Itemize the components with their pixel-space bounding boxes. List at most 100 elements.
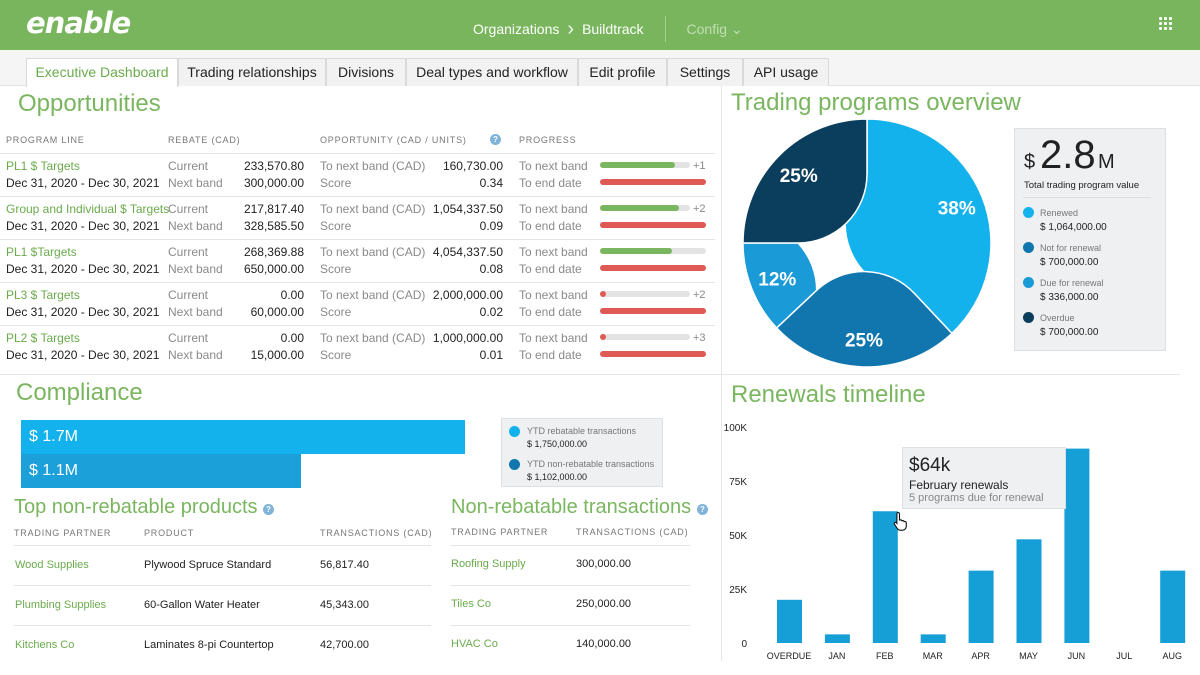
- next-band-label: Next band: [168, 219, 223, 233]
- legend-dot: [1023, 312, 1034, 323]
- row-divider: [0, 282, 715, 283]
- more-bands-count[interactable]: +1: [693, 160, 706, 172]
- tooltip-amount: $64k: [909, 455, 951, 476]
- col-transactions: TRANSACTIONS (CAD): [320, 528, 433, 538]
- total-value: 2.8: [1040, 133, 1096, 177]
- trading-partner-link[interactable]: Tiles Co: [451, 598, 491, 610]
- total-label: Total trading program value: [1024, 180, 1140, 191]
- program-dates: Dec 31, 2020 - Dec 30, 2021: [6, 176, 160, 190]
- legend-name: Overdue: [1040, 313, 1075, 323]
- legend-value: $ 1,064,000.00: [1040, 222, 1107, 233]
- progress-bar-end-date: [600, 265, 706, 271]
- panel-divider-vertical: [721, 86, 722, 661]
- current-rebate: 0.00: [280, 288, 304, 302]
- enable-logo[interactable]: enable: [26, 6, 131, 40]
- progress-next-label: To next band: [519, 288, 588, 302]
- progress-end-label: To end date: [519, 305, 582, 319]
- score-value: 0.09: [479, 219, 503, 233]
- help-icon[interactable]: ?: [490, 134, 501, 145]
- program-line-link[interactable]: PL2 $ Targets: [6, 331, 80, 345]
- legend-dot-nonrebatable: [509, 459, 520, 470]
- x-tick-label: JUL: [1116, 651, 1132, 661]
- tab-executive-dashboard[interactable]: Executive Dashboard: [26, 58, 178, 87]
- renewals-bar-chart: 0 25K 50K 75K 100K OVERDUE JAN FEB MAR APR MAY JUN J…: [724, 423, 1186, 661]
- product-name: Laminates 8-pi Countertop: [144, 639, 274, 651]
- tab-deal-types-workflow[interactable]: Deal types and workflow: [406, 58, 578, 86]
- progress-fill: [600, 291, 607, 297]
- progress-bar-end-date: [600, 222, 706, 228]
- progress-bar-next-band: [600, 291, 690, 297]
- help-icon[interactable]: ?: [263, 504, 274, 515]
- program-line-link[interactable]: PL3 $ Targets: [6, 288, 80, 302]
- total-suffix: M: [1098, 151, 1115, 173]
- legend-value-nonrebatable: $ 1,102,000.00: [527, 472, 588, 482]
- x-tick-label: APR: [971, 651, 990, 661]
- transaction-amount: 250,000.00: [576, 598, 632, 610]
- to-next-band-value: 1,054,337.50: [432, 202, 503, 216]
- tab-settings[interactable]: Settings: [667, 58, 743, 86]
- progress-fill: [600, 308, 706, 314]
- trading-partner-link[interactable]: HVAC Co: [451, 638, 498, 650]
- transaction-amount: 45,343.00: [320, 599, 369, 611]
- col-program-line: PROGRAM LINE: [6, 135, 85, 145]
- legend-value: $ 700,000.00: [1040, 327, 1099, 338]
- trading-partner-link[interactable]: Kitchens Co: [15, 639, 75, 651]
- breadcrumb-buildtrack[interactable]: Buildtrack: [582, 21, 644, 37]
- more-bands-count[interactable]: +2: [693, 289, 706, 301]
- row-divider: [0, 239, 715, 240]
- col-transactions: TRANSACTIONS (CAD): [576, 527, 689, 537]
- next-band-label: Next band: [168, 262, 223, 276]
- apps-grid-icon[interactable]: [1159, 17, 1172, 30]
- help-icon[interactable]: ?: [697, 504, 708, 515]
- trading-donut-chart: 38% 25% 12% 25%: [742, 118, 992, 368]
- current-rebate: 217,817.40: [243, 202, 304, 216]
- progress-fill: [600, 248, 673, 254]
- progress-fill: [600, 334, 607, 340]
- y-tick-label: 100K: [724, 423, 748, 434]
- tab-trading-relationships[interactable]: Trading relationships: [178, 58, 326, 86]
- program-line-link[interactable]: Group and Individual $ Targets: [6, 202, 170, 216]
- x-tick-label: OVERDUE: [767, 651, 812, 661]
- bar-mar: [920, 634, 946, 643]
- trading-partner-link[interactable]: Wood Supplies: [15, 559, 89, 571]
- x-tick-label: AUG: [1162, 651, 1182, 661]
- progress-fill: [600, 179, 706, 185]
- more-bands-count[interactable]: +3: [693, 332, 706, 344]
- breadcrumb: Organizations › Buildtrack Config ⌄: [473, 16, 743, 42]
- progress-fill: [600, 265, 706, 271]
- bar-feb: [872, 511, 898, 643]
- legend-dot: [1023, 207, 1034, 218]
- y-tick-label: 75K: [729, 477, 747, 488]
- more-bands-count[interactable]: +2: [693, 203, 706, 215]
- row-divider: [14, 585, 431, 586]
- config-dropdown[interactable]: Config ⌄: [686, 20, 743, 37]
- bar-may: [1016, 539, 1042, 643]
- program-dates: Dec 31, 2020 - Dec 30, 2021: [6, 305, 160, 319]
- trading-partner-link[interactable]: Roofing Supply: [451, 558, 526, 570]
- top-products-title: Top non-rebatable products: [14, 496, 258, 518]
- nonrebatable-tx-title: Non-rebatable transactions: [451, 496, 692, 518]
- breadcrumb-organizations[interactable]: Organizations: [473, 21, 560, 37]
- to-next-band-label: To next band (CAD): [320, 159, 426, 173]
- legend-dot: [1023, 242, 1034, 253]
- legend-name: Not for renewal: [1040, 243, 1102, 253]
- current-label: Current: [168, 288, 209, 302]
- row-divider: [451, 625, 690, 626]
- trading-partner-link[interactable]: Plumbing Supplies: [15, 599, 107, 611]
- to-next-band-label: To next band (CAD): [320, 331, 426, 345]
- next-band-label: Next band: [168, 176, 223, 190]
- row-divider: [0, 196, 715, 197]
- compliance-title: Compliance: [16, 379, 143, 406]
- tooltip-subtitle: 5 programs due for renewal: [909, 492, 1044, 504]
- tab-edit-profile[interactable]: Edit profile: [578, 58, 667, 86]
- row-divider: [451, 585, 690, 586]
- program-dates: Dec 31, 2020 - Dec 30, 2021: [6, 348, 160, 362]
- program-line-link[interactable]: PL1 $ Targets: [6, 159, 80, 173]
- tab-api-usage[interactable]: API usage: [743, 58, 829, 86]
- tab-divisions[interactable]: Divisions: [326, 58, 406, 86]
- program-line-link[interactable]: PL1 $Targets: [6, 245, 77, 259]
- progress-fill: [600, 222, 706, 228]
- panel-divider-horizontal: [0, 374, 1180, 375]
- x-tick-label: MAY: [1019, 651, 1038, 661]
- opportunities-title: Opportunities: [18, 90, 161, 117]
